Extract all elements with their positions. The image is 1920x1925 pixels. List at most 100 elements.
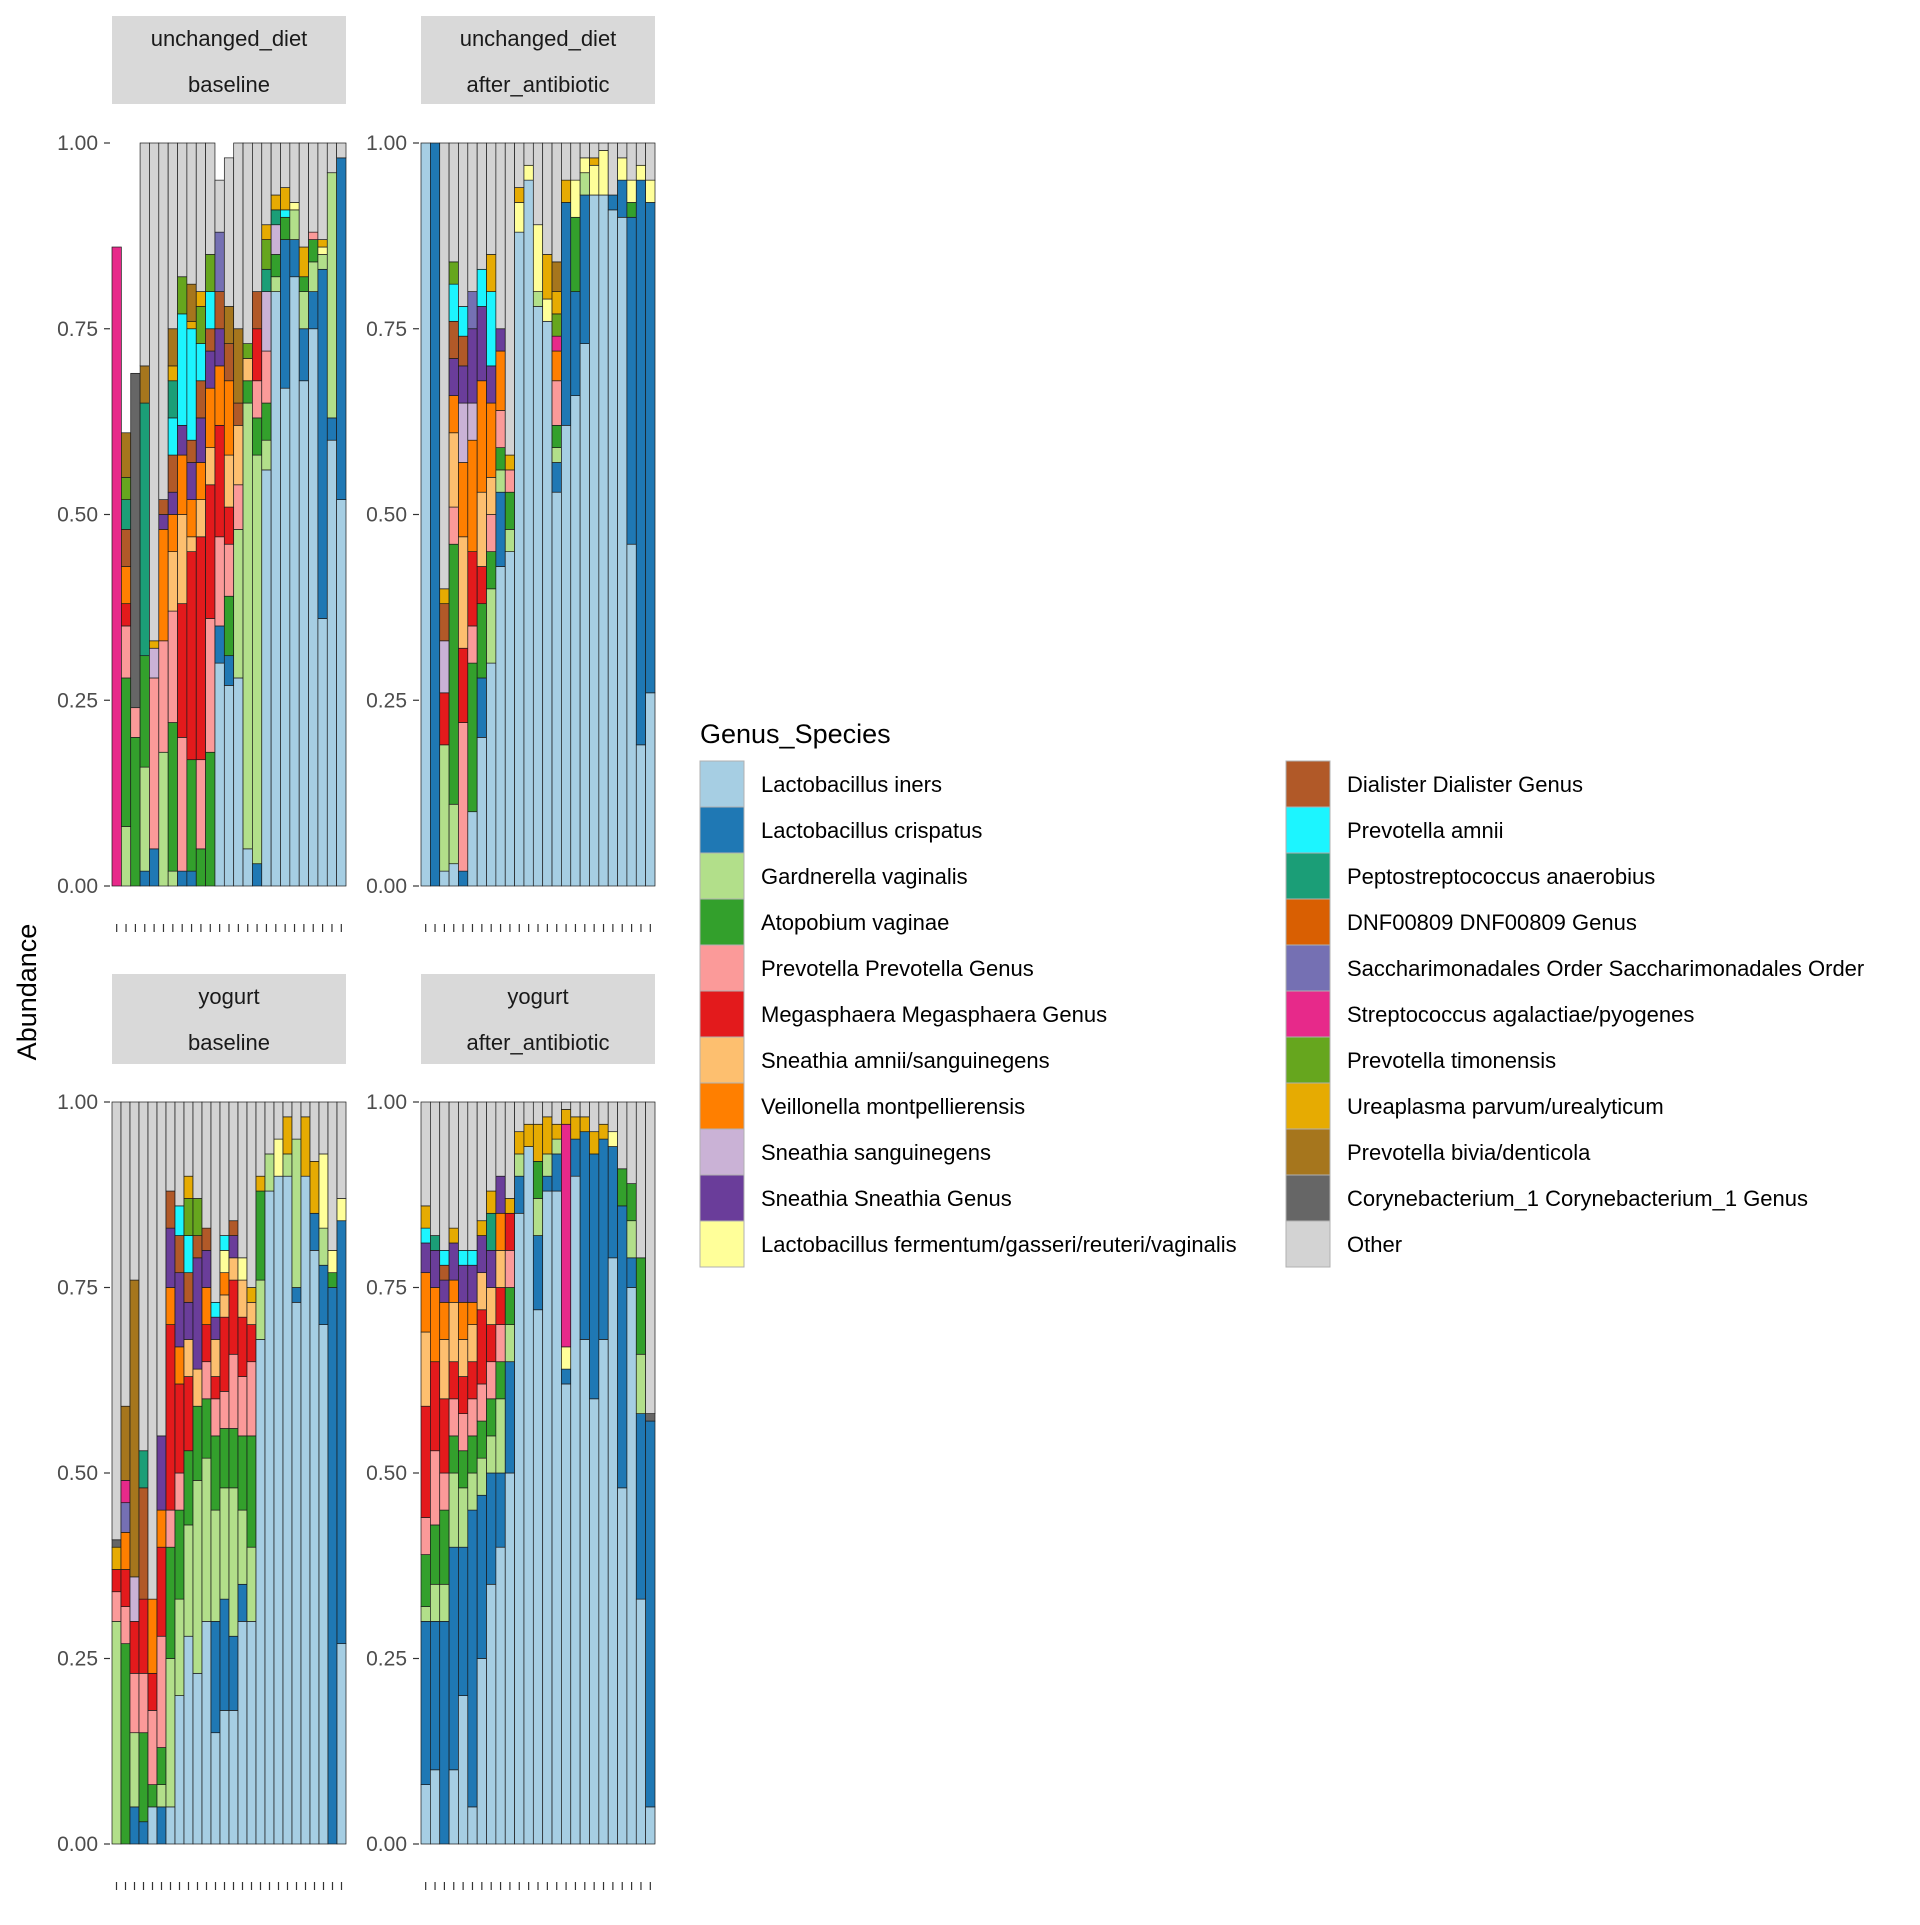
- legend-label: Sneathia amnii/sanguinegens: [761, 1048, 1050, 1073]
- bar-segment-sneathia-amnii-sanguinegens: [237, 1279, 248, 1318]
- bar-segment-other: [282, 1101, 293, 1118]
- bar-segment-veillonella-montpellierensis: [551, 350, 562, 382]
- bar-segment-dialister-dialister-genus: [195, 380, 206, 419]
- bar-segment-ureaplasma-parvum-urealyticum: [486, 254, 497, 292]
- facet-strip: unchanged_diet baseline: [112, 16, 346, 104]
- legend-item-peptostreptococcus-anaerobius: Peptostreptococcus anaerobius: [1285, 852, 1655, 900]
- bar-segment-prevotella-prevotella-genus: [495, 1324, 506, 1363]
- bar-segment-sneathia-sneathia-genus: [458, 365, 469, 404]
- bar-segment-lactobacillus-iners: [467, 1806, 478, 1845]
- bar-stack: [317, 142, 328, 887]
- bar-segment-gardnerella-vaginalis: [156, 1784, 167, 1808]
- legend-item-veillonella-montpellierensis: Veillonella montpellierensis: [699, 1082, 1025, 1130]
- bar-segment-prevotella-prevotella-genus: [504, 469, 515, 493]
- y-tick-label: 0.75: [366, 318, 407, 341]
- bar-segment-prevotella-amnii: [219, 1235, 230, 1251]
- bar-stack: [448, 142, 459, 887]
- bar-segment-lactobacillus-crispatus: [318, 1264, 329, 1325]
- bar-segment-lactobacillus-crispatus: [420, 1621, 431, 1785]
- bar-segment-atopobium-vaginae: [486, 1398, 497, 1437]
- bar-segment-prevotella-amnii: [439, 1250, 450, 1266]
- bar-segment-peptostreptococcus-anaerobius: [430, 1235, 441, 1251]
- bar-stack: [495, 1101, 506, 1845]
- bar-segment-atopobium-vaginae: [439, 1509, 450, 1585]
- bar-segment-other: [165, 1101, 176, 1192]
- bar-segment-gardnerella-vaginalis: [121, 826, 132, 887]
- bar-segment-sneathia-sneathia-genus: [158, 514, 169, 530]
- bar-segment-megasphaera-megasphaera-genus: [156, 1546, 167, 1637]
- bar-stack: [514, 1101, 525, 1845]
- bar-segment-other: [214, 179, 225, 233]
- bar-segment-other: [318, 1101, 329, 1155]
- bar-segment-lactobacillus-iners: [317, 618, 328, 887]
- bar-segment-sneathia-sneathia-genus: [165, 1227, 176, 1288]
- bar-segment-other: [138, 1101, 149, 1452]
- bar-segment-sneathia-sneathia-genus: [210, 1316, 221, 1340]
- bar-segment-atopobium-vaginae: [420, 1554, 431, 1607]
- bar-segment-other: [617, 142, 628, 159]
- bar-segment-lactobacillus-crispatus: [495, 491, 506, 567]
- bar-segment-lactobacillus-iners: [561, 424, 572, 887]
- y-tick-label: 0.50: [366, 504, 407, 527]
- bar-segment-prevotella-amnii: [195, 343, 206, 382]
- bar-segment-lactobacillus-crispatus: [570, 291, 581, 396]
- bar-segment-dialister-dialister-genus: [233, 402, 244, 426]
- bar-segment-dialister-dialister-genus: [158, 499, 169, 515]
- bar-segment-ureaplasma-parvum-urealyticum: [514, 187, 525, 203]
- bar-segment-veillonella-montpellierensis: [177, 454, 188, 515]
- bar-segment-prevotella-bivia-denticola: [139, 365, 150, 404]
- bar-segment-sneathia-sneathia-genus: [214, 328, 225, 367]
- bar-segment-gardnerella-vaginalis: [532, 291, 544, 307]
- facet-strip-background: [112, 16, 346, 104]
- bar-segment-gardnerella-vaginalis: [326, 172, 337, 419]
- y-tick-label: 0.50: [57, 504, 98, 527]
- bar-segment-prevotella-prevotella-genus: [430, 1450, 441, 1526]
- bar-segment-lactobacillus-iners: [514, 231, 525, 887]
- bar-segment-sneathia-sanguinegens: [467, 402, 478, 441]
- bar-segment-veillonella-montpellierensis: [448, 395, 459, 434]
- bar-segment-prevotella-bivia-denticola: [551, 261, 562, 292]
- bar-segment-prevotella-bivia-denticola: [233, 328, 244, 404]
- bar-segment-dialister-dialister-genus: [183, 1272, 194, 1303]
- bar-segment-streptococcus-agalactiae-pyogenes: [551, 335, 562, 352]
- bar-stack: [336, 142, 347, 887]
- bar-segment-other: [523, 142, 534, 166]
- bar-segment-gardnerella-vaginalis: [183, 1524, 194, 1637]
- facet-strip-background: [421, 974, 655, 1064]
- bar-segment-prevotella-prevotella-genus: [174, 1472, 185, 1511]
- bar-segment-prevotella-prevotella-genus: [551, 380, 562, 426]
- bar-segment-atopobium-vaginae: [486, 551, 497, 590]
- bar-segment-veillonella-montpellierensis: [439, 1301, 450, 1340]
- facet-strip-label: yogurt: [198, 984, 259, 1009]
- legend-label: Lactobacillus iners: [761, 772, 942, 797]
- bar-stack: [617, 1101, 628, 1845]
- bar-stack: [174, 1101, 185, 1845]
- bar-segment-prevotella-prevotella-genus: [228, 1353, 239, 1429]
- bar-stack: [167, 142, 178, 887]
- bar-segment-lactobacillus-iners: [228, 1710, 239, 1845]
- bar-segment-lactobacillus-crispatus: [645, 202, 656, 694]
- bar-stack: [645, 1101, 656, 1845]
- y-tick-label: 0.00: [57, 1833, 98, 1856]
- legend-item-megasphaera-megasphaera-genus: Megasphaera Megasphaera Genus: [699, 990, 1107, 1038]
- bar-stack: [504, 142, 515, 887]
- bar-stack: [420, 1101, 431, 1845]
- bar-stack: [300, 1101, 311, 1845]
- bar-stack: [439, 1101, 450, 1845]
- bar-segment-lactobacillus-crispatus: [645, 1420, 656, 1808]
- bar-stack: [476, 1101, 487, 1845]
- bar-segment-ureaplasma-parvum-urealyticum: [261, 224, 272, 240]
- bar-segment-lactobacillus-iners: [309, 1250, 320, 1845]
- bar-segment-lactobacillus-crispatus: [514, 1175, 525, 1214]
- bar-segment-sneathia-amnii-sanguinegens: [486, 1287, 497, 1325]
- facet-strip-label: after_antibiotic: [466, 1030, 609, 1055]
- bar-segment-other: [177, 142, 188, 278]
- bar-segment-veillonella-montpellierensis: [458, 462, 469, 538]
- bar-segment-atopobium-vaginae: [476, 603, 487, 679]
- legend-swatch: [699, 1082, 745, 1130]
- bar-segment-other: [120, 1101, 131, 1407]
- bar-segment-other: [439, 142, 450, 590]
- bar-segment-other: [551, 1101, 562, 1125]
- bar-segment-lactobacillus-crispatus: [551, 1153, 562, 1192]
- bar-segment-atopobium-vaginae: [430, 1524, 441, 1585]
